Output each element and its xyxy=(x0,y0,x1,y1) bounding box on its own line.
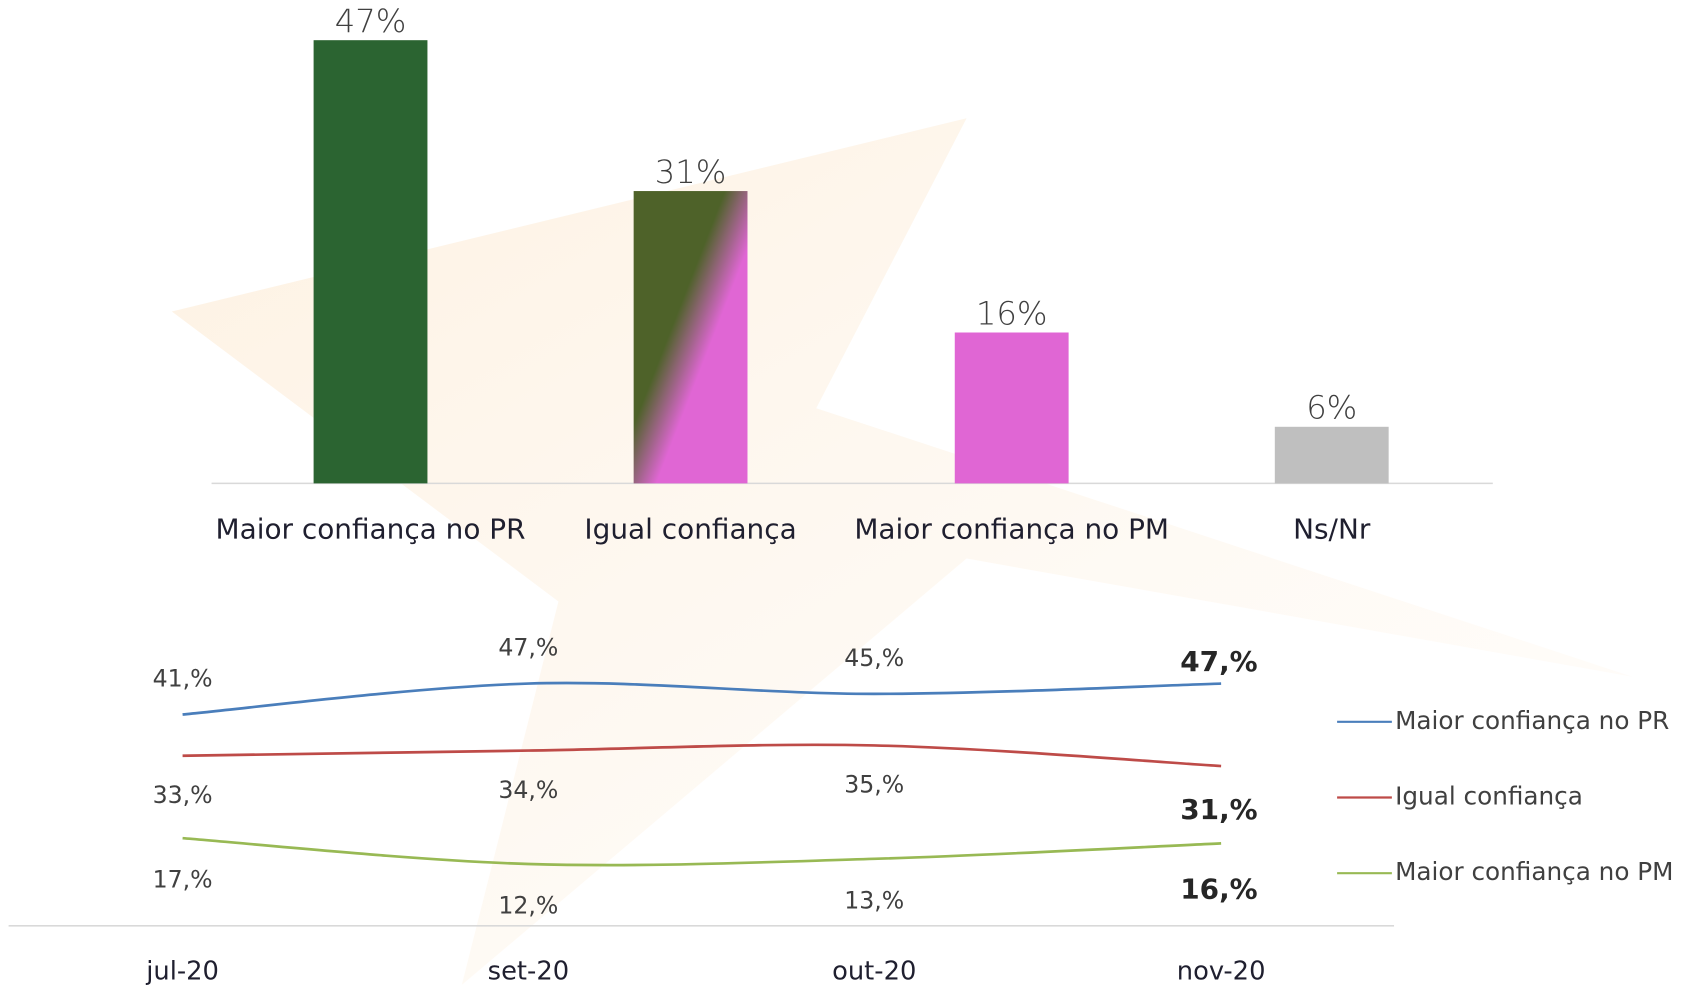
value-label: 47,% xyxy=(1180,645,1257,678)
value-label: 16,% xyxy=(1180,873,1257,906)
x-tick-label: Maior confiança no PR xyxy=(216,513,526,546)
bar-chart: 47% Maior confiança no PR 31% Igual confian… xyxy=(211,2,1493,546)
value-label: 45,% xyxy=(844,644,904,672)
value-label: 47% xyxy=(335,2,407,40)
value-label: 31,% xyxy=(1180,793,1257,826)
series-line xyxy=(182,743,1222,768)
x-tick-label: jul-20 xyxy=(145,957,219,985)
legend-label: Maior confiança no PR xyxy=(1395,706,1669,735)
x-tick-label: nov-20 xyxy=(1177,957,1266,985)
value-label: 16% xyxy=(976,294,1048,332)
x-tick-label: Ns/Nr xyxy=(1293,513,1371,546)
x-tick-label: out-20 xyxy=(832,957,916,985)
bar xyxy=(313,40,428,484)
watermark xyxy=(171,118,1633,985)
x-tick-label: Maior confiança no PM xyxy=(854,513,1169,546)
legend-label: Igual confiança xyxy=(1395,782,1583,811)
value-label: 6% xyxy=(1306,389,1357,427)
series-line xyxy=(182,836,1222,867)
x-tick-label: Igual confiança xyxy=(584,513,796,546)
value-label: 47,% xyxy=(498,634,558,662)
value-label: 13,% xyxy=(844,886,904,914)
value-label: 17,% xyxy=(153,866,213,894)
value-label: 41,% xyxy=(153,665,213,693)
value-label: 31% xyxy=(655,153,727,191)
x-tick-label: set-20 xyxy=(488,957,569,985)
value-label: 35,% xyxy=(844,771,904,799)
value-label: 12,% xyxy=(498,891,558,919)
legend-label: Maior confiança no PM xyxy=(1395,857,1673,886)
series-line xyxy=(182,681,1222,716)
bar xyxy=(954,332,1069,484)
value-label: 33,% xyxy=(153,781,213,809)
bar xyxy=(1274,426,1389,484)
bar xyxy=(633,191,748,484)
line-chart: jul-20 set-20 out-20 nov-20 41,% 47,% 45,% 47,%… xyxy=(8,634,1673,985)
value-label: 34,% xyxy=(498,776,558,804)
